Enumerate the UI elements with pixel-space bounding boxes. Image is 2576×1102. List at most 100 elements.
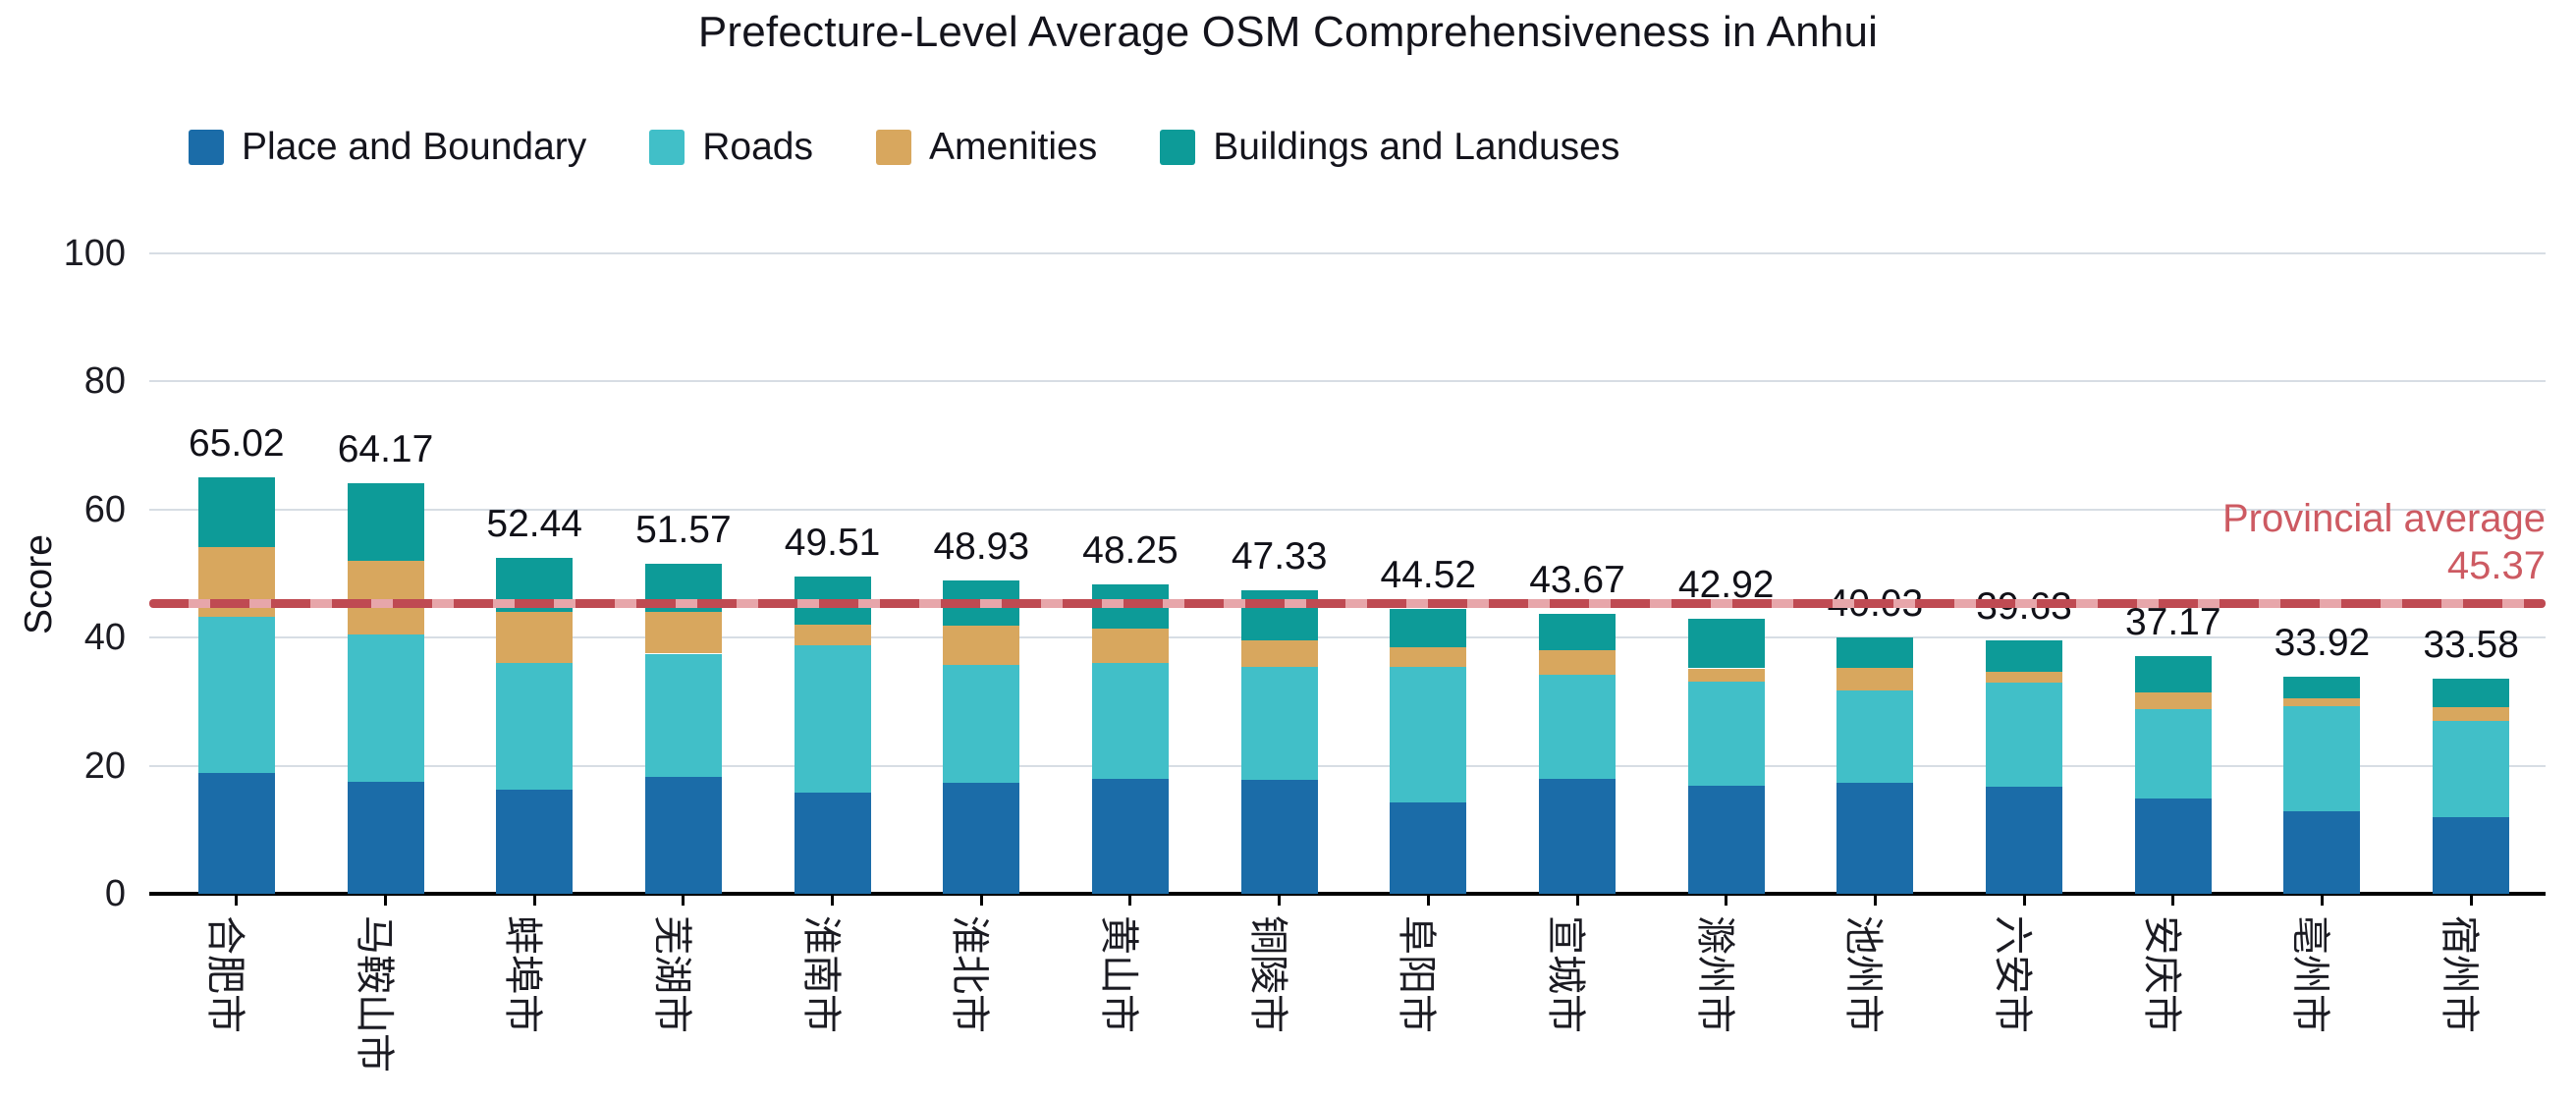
- bar-segment-amenities: [347, 560, 424, 634]
- x-tick-mark: [1278, 894, 1282, 906]
- bar-segment-roads: [1390, 666, 1467, 802]
- x-tick-mark: [2469, 894, 2473, 906]
- legend-label: Place and Boundary: [242, 126, 587, 168]
- bar-segment-amenities: [943, 626, 1020, 666]
- bar-segment-buildings-and-landuses: [1687, 619, 1765, 669]
- bar-segment-amenities: [1390, 646, 1467, 667]
- bar-segment-amenities: [496, 612, 574, 664]
- bar-segment-roads: [1836, 690, 1914, 784]
- legend-label: Roads: [702, 126, 813, 168]
- bar-segment-amenities: [644, 612, 722, 654]
- y-tick-label: 40: [83, 617, 126, 659]
- gridline: [149, 252, 2546, 254]
- x-tick-mark: [1575, 894, 1579, 906]
- bar-segment-amenities: [1687, 668, 1765, 682]
- bar-池州市: [1836, 637, 1914, 894]
- x-tick-mark: [384, 894, 388, 906]
- provincial-average-line: [149, 598, 2546, 608]
- x-tick-mark: [2171, 894, 2175, 906]
- y-tick-label: 80: [83, 360, 126, 403]
- bar-segment-place-and-boundary: [1687, 786, 1765, 894]
- bar-segment-amenities: [1539, 650, 1617, 676]
- bar-segment-roads: [1091, 663, 1169, 779]
- bar-total-label: 47.33: [1231, 535, 1328, 579]
- bar-segment-place-and-boundary: [1240, 779, 1318, 894]
- x-tick-label: 宿州市: [2438, 915, 2482, 1033]
- legend: Place and Boundary Roads Amenities Building…: [189, 126, 1619, 169]
- bar-total-label: 44.52: [1380, 553, 1477, 596]
- bar-宣城市: [1539, 614, 1617, 894]
- x-tick-label: 马鞍山市: [352, 915, 396, 1073]
- bar-segment-roads: [496, 663, 574, 791]
- provincial-average-annotation: Provincial average 45.37: [2222, 495, 2546, 589]
- bar-segment-place-and-boundary: [943, 782, 1020, 894]
- bar-total-label: 43.67: [1529, 559, 1625, 602]
- bar-segment-amenities: [2433, 706, 2510, 721]
- x-tick-mark: [1725, 894, 1728, 906]
- bar-total-label: 33.58: [2423, 624, 2519, 667]
- bar-segment-place-and-boundary: [1539, 778, 1617, 894]
- bar-segment-place-and-boundary: [794, 792, 871, 894]
- bar-segment-amenities: [1836, 667, 1914, 691]
- bar-segment-place-and-boundary: [2283, 810, 2361, 894]
- bar-segment-buildings-and-landuses: [1390, 608, 1467, 647]
- legend-item-3: Amenities: [875, 126, 1098, 169]
- x-tick-label: 淮南市: [798, 915, 843, 1033]
- bar-淮南市: [794, 577, 871, 894]
- x-tick-label: 滁州市: [1692, 915, 1736, 1033]
- x-tick-mark: [1426, 894, 1430, 906]
- y-tick-label: 20: [83, 744, 126, 787]
- x-tick-mark: [2022, 894, 2026, 906]
- x-tick-label: 池州市: [1841, 915, 1886, 1033]
- bar-segment-roads: [1539, 675, 1617, 779]
- bar-total-label: 49.51: [784, 522, 881, 565]
- x-tick-label: 安庆市: [2139, 915, 2183, 1033]
- bar-segment-roads: [197, 617, 275, 774]
- bar-segment-buildings-and-landuses: [347, 482, 424, 561]
- bar-黄山市: [1091, 584, 1169, 894]
- gridline: [149, 636, 2546, 639]
- x-tick-mark: [532, 894, 536, 906]
- bar-segment-amenities: [1240, 640, 1318, 667]
- x-tick-label: 淮北市: [948, 915, 992, 1033]
- x-tick-label: 宣城市: [1544, 915, 1588, 1033]
- x-tick-mark: [831, 894, 835, 906]
- legend-swatch: [875, 130, 911, 165]
- bar-segment-place-and-boundary: [644, 776, 722, 894]
- bar-segment-buildings-and-landuses: [2283, 676, 2361, 699]
- bar-segment-amenities: [1091, 629, 1169, 664]
- gridline: [149, 508, 2546, 511]
- bar-segment-amenities: [2283, 698, 2361, 706]
- bar-segment-buildings-and-landuses: [2134, 655, 2212, 692]
- bar-segment-place-and-boundary: [1836, 783, 1914, 894]
- y-tick-label: 60: [83, 488, 126, 530]
- x-axis-line: [149, 892, 2546, 896]
- bar-segment-buildings-and-landuses: [1986, 639, 2063, 673]
- legend-label: Amenities: [928, 126, 1098, 168]
- gridline: [149, 764, 2546, 767]
- bar-segment-roads: [2433, 720, 2510, 817]
- bar-segment-place-and-boundary: [1390, 801, 1467, 894]
- bar-马鞍山市: [347, 482, 424, 894]
- bar-segment-amenities: [794, 625, 871, 646]
- bar-total-label: 48.25: [1082, 529, 1178, 573]
- bar-segment-roads: [2134, 709, 2212, 799]
- x-tick-mark: [1128, 894, 1132, 906]
- bar-segment-buildings-and-landuses: [2433, 679, 2510, 707]
- bar-阜阳市: [1390, 608, 1467, 894]
- bar-total-label: 65.02: [189, 422, 285, 466]
- bar-segment-buildings-and-landuses: [197, 477, 275, 548]
- bar-segment-place-and-boundary: [2433, 816, 2510, 894]
- legend-swatch: [1160, 130, 1196, 165]
- bar-segment-place-and-boundary: [1986, 787, 2063, 894]
- annotation-label: Provincial average: [2221, 497, 2546, 541]
- x-tick-label: 六安市: [1991, 915, 2035, 1033]
- bar-segment-roads: [347, 634, 424, 782]
- x-tick-mark: [682, 894, 685, 906]
- bar-segment-roads: [943, 665, 1020, 783]
- bar-六安市: [1986, 639, 2063, 894]
- bar-total-label: 64.17: [337, 427, 434, 470]
- bar-滁州市: [1687, 619, 1765, 894]
- bar-total-label: 33.92: [2274, 621, 2371, 664]
